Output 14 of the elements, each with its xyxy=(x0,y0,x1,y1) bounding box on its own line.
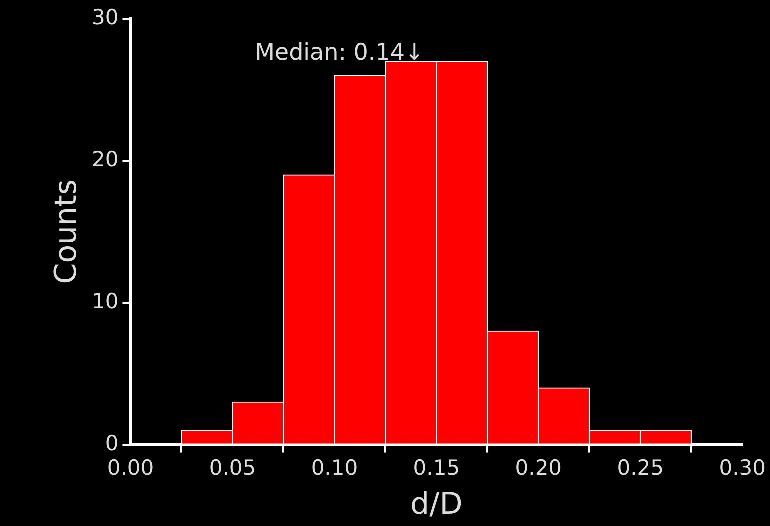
y-tick-label: 10 xyxy=(92,289,119,314)
x-tick-label: 0.20 xyxy=(515,456,562,480)
x-tick-label: 0.15 xyxy=(413,456,460,480)
x-tick-label: 0.25 xyxy=(617,456,664,480)
x-tick-label: 0.10 xyxy=(311,456,358,480)
annotation: Median: 0.14↓ xyxy=(255,40,424,66)
x-axis-title: d/D xyxy=(410,486,463,522)
y-axis-title: Counts xyxy=(48,180,84,284)
x-tick-label: 0.30 xyxy=(719,456,766,480)
x-tick-label: 0.05 xyxy=(209,456,256,480)
y-tick-label: 20 xyxy=(92,147,119,172)
y-tick-label: 0 xyxy=(105,431,119,456)
y-tick-label: 30 xyxy=(92,5,119,30)
x-tick-label: 0.00 xyxy=(107,456,154,480)
